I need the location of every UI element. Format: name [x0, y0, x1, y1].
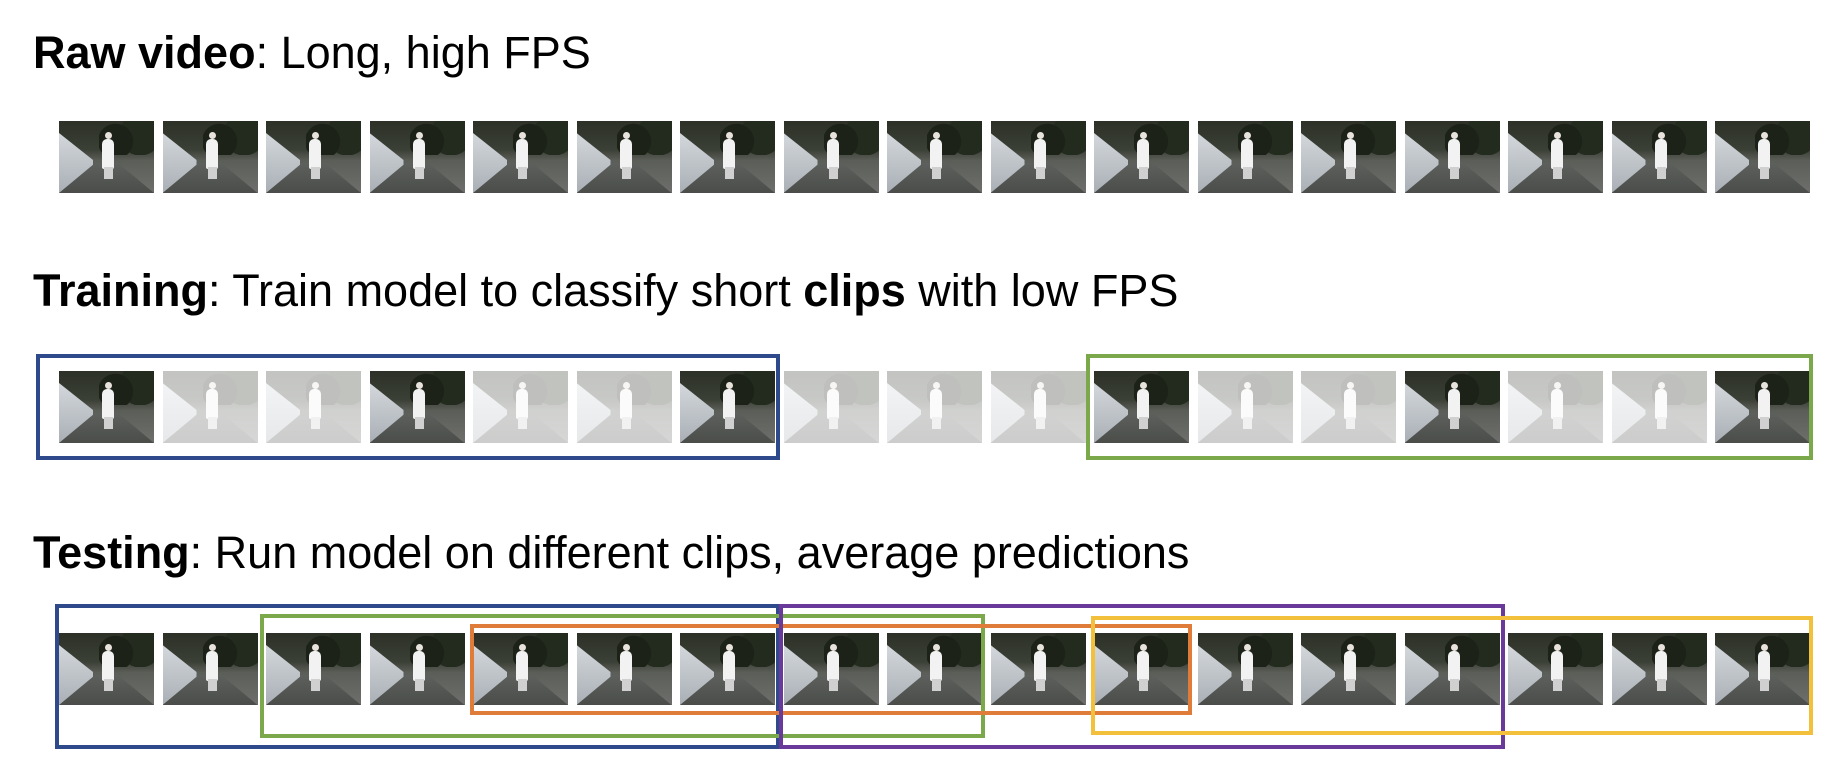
- testing-heading-bold: Testing: [33, 527, 190, 578]
- video-frame: [1611, 633, 1707, 705]
- testing-heading-text: : Run model on different clips, average …: [189, 527, 1190, 578]
- video-frame: [680, 121, 775, 193]
- video-frame: [1715, 371, 1810, 443]
- video-frame: [1404, 121, 1500, 193]
- clip-box-blue: [55, 604, 780, 749]
- video-frame: [887, 121, 982, 193]
- video-frame: [576, 371, 672, 443]
- video-frame: [1094, 121, 1189, 193]
- video-frame: [162, 633, 258, 705]
- video-frame: [783, 633, 879, 705]
- training-heading: Training: Train model to classify short …: [33, 268, 1178, 313]
- raw-video-heading-text: : Long, high FPS: [255, 27, 591, 78]
- video-frame: [1197, 633, 1293, 705]
- video-frame: [162, 121, 258, 193]
- training-heading-bold: Training: [33, 265, 209, 316]
- video-frame: [369, 633, 465, 705]
- video-frame: [59, 633, 154, 705]
- video-frame: [1611, 371, 1707, 443]
- video-frame: [1404, 633, 1500, 705]
- video-frame: [680, 371, 775, 443]
- video-frame: [783, 371, 879, 443]
- video-frame: [990, 121, 1086, 193]
- clip-box-green: [1086, 354, 1813, 460]
- video-frame: [1094, 371, 1189, 443]
- video-frame: [266, 633, 361, 705]
- video-frame: [680, 633, 775, 705]
- video-frame: [369, 121, 465, 193]
- testing-heading: Testing: Run model on different clips, a…: [33, 530, 1189, 575]
- video-frame: [1404, 371, 1500, 443]
- video-frame: [473, 371, 568, 443]
- raw-video-heading-bold: Raw video: [33, 27, 256, 78]
- training-heading-clips: clips: [803, 265, 906, 316]
- video-frame: [1094, 633, 1189, 705]
- clip-box-blue: [36, 354, 780, 460]
- video-frame: [162, 371, 258, 443]
- video-frame: [1508, 371, 1603, 443]
- clip-box-yellow: [1091, 616, 1813, 735]
- video-frame: [1508, 121, 1603, 193]
- video-frame: [473, 633, 568, 705]
- video-frame: [59, 371, 154, 443]
- video-frame: [887, 371, 982, 443]
- video-frame: [887, 633, 982, 705]
- video-frame: [1197, 371, 1293, 443]
- raw-video-heading: Raw video: Long, high FPS: [33, 30, 591, 75]
- clip-box-purple: [778, 604, 1505, 749]
- video-frame: [1715, 121, 1810, 193]
- video-frame: [1611, 121, 1707, 193]
- video-frame: [576, 633, 672, 705]
- video-frame: [990, 371, 1086, 443]
- video-frame: [59, 121, 154, 193]
- video-frame: [576, 121, 672, 193]
- clip-box-orange: [470, 624, 1192, 715]
- video-frame: [1301, 121, 1396, 193]
- video-frame: [1197, 121, 1293, 193]
- clip-box-green: [260, 614, 985, 738]
- video-frame: [990, 633, 1086, 705]
- training-heading-text: : Train model to classify short: [208, 265, 804, 316]
- video-frame: [1301, 371, 1396, 443]
- video-frame: [266, 371, 361, 443]
- video-frame: [266, 121, 361, 193]
- video-frame: [783, 121, 879, 193]
- training-heading-text-end: with low FPS: [905, 265, 1179, 316]
- video-frame: [1715, 633, 1810, 705]
- video-frame: [473, 121, 568, 193]
- video-frame: [1508, 633, 1603, 705]
- video-frame: [369, 371, 465, 443]
- video-frame: [1301, 633, 1396, 705]
